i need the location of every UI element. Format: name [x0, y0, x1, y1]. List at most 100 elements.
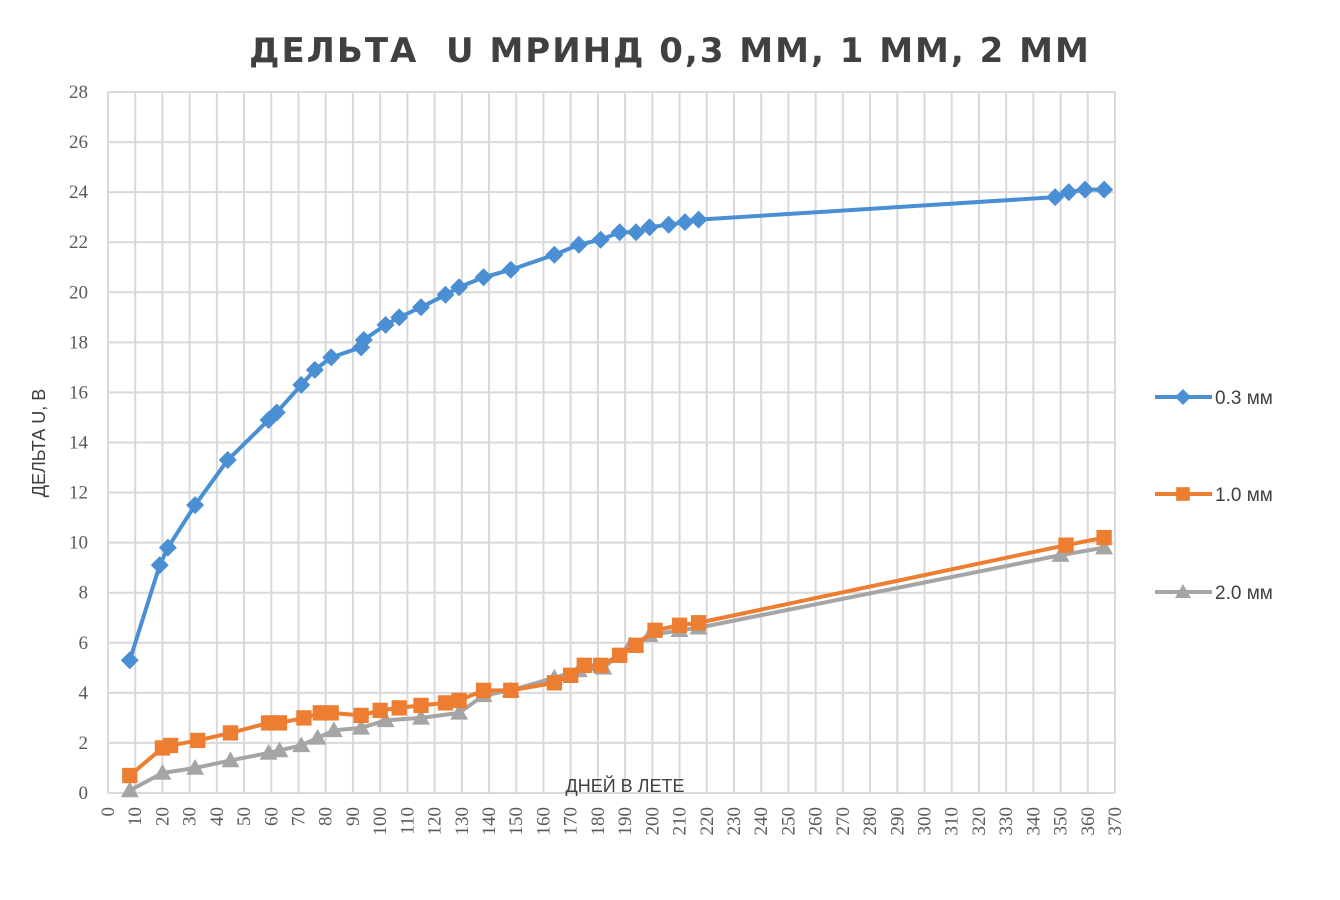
x-tick-label: 180 — [588, 807, 609, 836]
x-tick-label: 330 — [996, 807, 1017, 836]
triangle-marker — [352, 718, 371, 735]
square-marker — [437, 695, 454, 711]
diamond-marker — [1046, 188, 1065, 207]
diamond-marker — [322, 348, 341, 367]
x-tick-label: 110 — [397, 807, 418, 835]
square-marker — [222, 725, 239, 741]
triangle-marker — [376, 711, 395, 728]
y-tick-label: 10 — [69, 533, 88, 554]
triangle-marker — [411, 708, 430, 725]
x-tick-label: 160 — [533, 807, 554, 836]
square-marker — [451, 692, 467, 709]
square-marker — [162, 737, 179, 754]
triangle-marker — [1051, 546, 1070, 562]
diamond-marker — [659, 215, 678, 234]
square-marker — [475, 682, 492, 699]
square-marker — [271, 715, 288, 731]
x-tick-label: 210 — [670, 807, 691, 836]
series-group — [120, 180, 1114, 798]
diamond-marker — [610, 223, 629, 242]
x-tick-label: 120 — [425, 807, 446, 836]
square-marker — [503, 682, 519, 699]
diamond-marker — [292, 375, 311, 394]
diamond-marker — [411, 298, 430, 317]
x-tick-label: 100 — [370, 807, 391, 836]
triangle-marker — [292, 736, 311, 753]
square-marker — [671, 617, 688, 633]
y-tick-label: 18 — [69, 332, 88, 353]
x-tick-label: 70 — [289, 807, 310, 826]
diamond-marker — [1076, 180, 1095, 199]
series-line — [127, 187, 1105, 661]
y-tick-label: 24 — [69, 182, 89, 203]
y-tick-label: 28 — [69, 82, 88, 103]
square-marker — [323, 705, 339, 721]
diamond-marker — [569, 235, 588, 254]
triangle-marker — [270, 741, 289, 758]
diamond-marker — [1175, 389, 1191, 405]
square-marker — [413, 697, 429, 714]
x-tick-label: 300 — [914, 807, 935, 836]
triangle-marker — [120, 781, 139, 798]
diamond-marker — [218, 451, 237, 470]
square-marker — [563, 667, 579, 683]
x-tick-label: 360 — [1078, 807, 1099, 836]
diamond-marker — [675, 213, 694, 232]
square-marker — [592, 657, 609, 673]
x-tick-label: 250 — [778, 807, 799, 836]
square-marker — [612, 647, 628, 663]
square-marker — [353, 707, 369, 724]
x-tick-label: 50 — [234, 807, 255, 826]
square-marker — [1058, 537, 1074, 553]
square-marker — [546, 675, 562, 691]
x-tick-label: 80 — [316, 807, 337, 826]
legend-item: 2.0 мм — [1155, 583, 1273, 604]
diamond-marker — [305, 360, 324, 379]
square-marker — [1176, 487, 1190, 501]
x-tick-label: 290 — [887, 807, 908, 836]
x-tick-label: 190 — [615, 807, 636, 836]
x-axis-ticks: 0 10 20 30 40 50 60 70 80 90 100 110 120 130 140 150 160… — [98, 807, 1126, 836]
square-marker — [628, 637, 644, 653]
diamond-marker — [640, 218, 659, 237]
x-tick-label: 170 — [561, 807, 582, 836]
diamond-marker — [158, 538, 177, 557]
y-tick-label: 2 — [79, 733, 89, 754]
y-tick-label: 16 — [69, 382, 88, 403]
x-tick-label: 340 — [1023, 807, 1044, 836]
legend-item: 0.3 мм — [1155, 388, 1273, 409]
y-tick-label: 20 — [69, 282, 88, 303]
diamond-marker — [1059, 183, 1078, 202]
x-tick-label: 130 — [452, 807, 473, 836]
diamond-marker — [591, 230, 610, 249]
square-marker — [372, 702, 388, 719]
diamond-marker — [390, 308, 409, 327]
diamond-marker — [626, 223, 645, 242]
x-axis-label: ДНЕЙ В ЛЕТЕ — [566, 775, 685, 796]
square-marker — [190, 732, 206, 749]
x-tick-label: 320 — [969, 807, 990, 836]
square-marker — [296, 710, 312, 726]
y-tick-label: 4 — [79, 683, 89, 704]
x-tick-label: 140 — [479, 807, 500, 836]
square-marker — [690, 615, 707, 631]
y-tick-label: 12 — [69, 483, 88, 504]
gridlines — [107, 91, 1116, 794]
diamond-marker — [450, 278, 469, 297]
diamond-marker — [354, 330, 373, 349]
y-axis-label: ДЕЛЬТА U, В — [29, 389, 49, 497]
triangle-marker — [1175, 584, 1191, 598]
triangle-marker — [221, 751, 240, 768]
diamond-marker — [376, 315, 395, 334]
chart-title: ДЕЛЬТА U МРИНД 0,3 ММ, 1 ММ, 2 ММ — [249, 31, 1091, 71]
x-tick-label: 60 — [261, 807, 282, 826]
x-tick-label: 40 — [207, 807, 228, 826]
series-10 — [122, 529, 1112, 784]
x-tick-label: 200 — [642, 807, 663, 836]
x-tick-label: 310 — [942, 807, 963, 836]
y-tick-label: 14 — [69, 433, 89, 454]
x-tick-label: 260 — [806, 807, 827, 836]
legend-label: 1.0 мм — [1215, 485, 1273, 506]
